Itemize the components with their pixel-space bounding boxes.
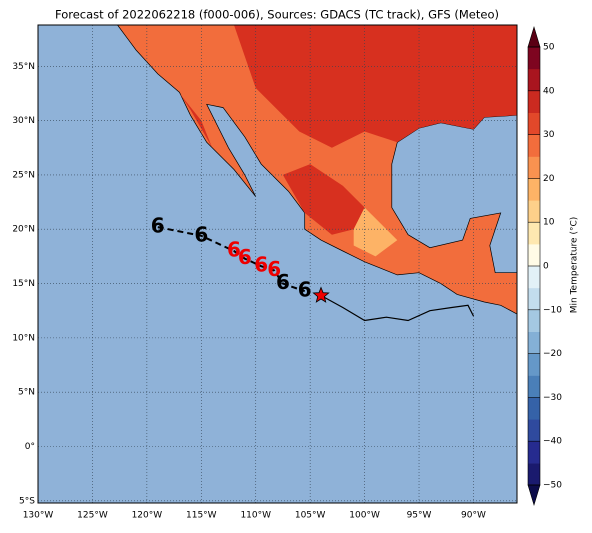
colorbar-band [528,331,540,354]
lat-tick-label: 0° [25,442,35,452]
colorbar-band [528,156,540,179]
colorbar-band [528,463,540,486]
colorbar-band [528,441,540,464]
colorbar-band [528,353,540,376]
lat-tick-label: 5°N [18,388,35,398]
colorbar-band [528,68,540,92]
lon-tick-label: 130°W [23,511,54,521]
colorbar-tick-label: −20 [543,349,562,359]
colorbar-tick-label: −10 [543,305,562,315]
lon-tick-label: 125°W [77,511,108,521]
storm-symbol: 6 [238,245,252,269]
past-track [320,294,475,322]
map-layer [37,24,518,503]
colorbar-tick-label: 50 [543,43,555,53]
colorbar-band [528,47,540,70]
colorbar-band [528,200,540,223]
colorbar-tick-label: −30 [543,393,562,403]
storm-symbol: 6 [227,237,241,261]
colorbar-tick-label: 0 [543,262,549,272]
colorbar-over [527,25,541,48]
colorbar-tick-label: −50 [543,481,562,491]
current-position [312,286,330,303]
lat-tick-label: 30°N [12,116,35,126]
colorbar-under [527,484,541,507]
lat-tick-label: 35°N [12,62,35,72]
storm-symbol: 6 [194,222,208,246]
lon-tick-label: 90°W [461,511,486,521]
storm-symbol: 6 [151,214,165,238]
colorbar-band [528,112,540,135]
storm-symbol: 6 [267,257,281,281]
lat-tick-label: 25°N [12,170,35,180]
colorbar-tick-label: 10 [543,218,555,228]
colorbar-band [528,244,540,267]
lon-tick-label: 115°W [186,511,217,521]
lon-tick-label: 105°W [295,511,326,521]
colorbar-band [528,419,540,442]
colorbar-band [528,178,540,201]
storm-symbol: 6 [276,270,290,294]
colorbar-band [528,134,540,157]
map-frame [37,24,518,504]
colorbar-tick-label: −40 [543,437,562,447]
colorbar-tick-label: 20 [543,174,555,184]
colorbar-band [528,309,540,332]
lon-tick-label: 120°W [132,511,163,521]
lon-tick-label: 100°W [349,511,380,521]
colorbar-band [528,266,540,289]
lat-tick-label: 10°N [12,333,35,343]
storm-symbol: 6 [298,278,312,302]
lat-tick-label: 5°S [19,496,35,506]
map-title: Forecast of 2022062218 (f000-006), Sourc… [55,8,499,22]
lat-tick-label: 15°N [12,279,35,289]
colorbar-band [528,375,540,398]
lon-tick-label: 110°W [240,511,271,521]
warm-region [282,164,365,235]
colorbar-tick-label: 30 [543,130,555,140]
storm-symbol: 6 [254,253,268,277]
colorbar-band [528,90,540,113]
forecast-track [157,226,306,293]
lat-tick-label: 20°N [12,225,35,235]
colorbar-band [528,222,540,245]
lon-tick-label: 95°W [407,511,432,521]
warm-region [234,25,517,148]
colorbar-band [528,397,540,420]
colorbar-band [528,287,540,311]
colorbar-label: Min Temperature (°C) [570,217,580,314]
colorbar-tick-label: 40 [543,86,555,96]
